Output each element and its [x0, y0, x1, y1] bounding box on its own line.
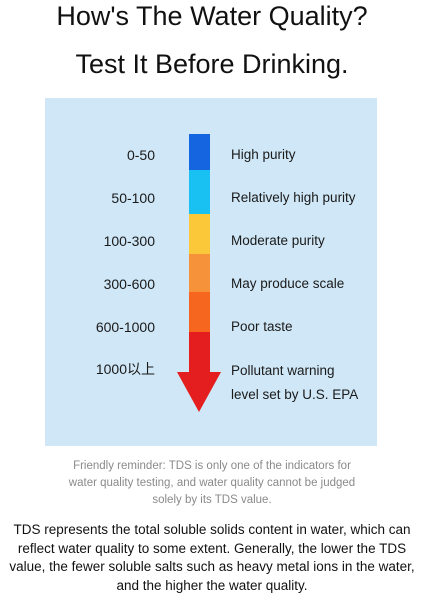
purity-label: Pollutant warning — [231, 363, 335, 378]
reminder-line: Friendly reminder: TDS is only one of th… — [73, 460, 351, 472]
reminder-line: water quality testing, and water quality… — [68, 477, 356, 489]
description-line: value, the fewer soluble salts such as h… — [9, 559, 415, 574]
scale-segment-0-50 — [189, 134, 210, 170]
scale-segment-1000-plus — [189, 332, 210, 374]
scale-segment-600-1000 — [189, 292, 210, 332]
purity-label: Moderate purity — [231, 233, 325, 248]
purity-label: High purity — [231, 147, 296, 162]
friendly-reminder: Friendly reminder: TDS is only one of th… — [0, 458, 424, 509]
description-line: and the higher the water quality. — [116, 577, 308, 593]
scale-segment-100-300 — [189, 214, 210, 254]
description-line: reflect water quality to some extent. Ge… — [17, 540, 407, 556]
range-label: 0-50 — [126, 147, 155, 163]
range-label: 600-1000 — [95, 319, 155, 335]
range-label: 1000以上 — [95, 361, 155, 377]
scale-segment-300-600 — [189, 254, 210, 292]
down-arrow-icon — [177, 372, 221, 412]
title-line-1: How's The Water Quality? — [56, 1, 368, 31]
purity-label: Poor taste — [231, 319, 293, 334]
range-label: 300-600 — [103, 276, 155, 292]
scale-segment-50-100 — [189, 170, 210, 214]
purity-label: Relatively high purity — [231, 190, 356, 205]
tds-scale-panel: 0-50 50-100 100-300 300-600 600-1000 100… — [45, 98, 377, 446]
range-label: 50-100 — [111, 190, 155, 206]
purity-label-continued: level set by U.S. EPA — [231, 387, 359, 402]
description-line: TDS represents the total soluble solids … — [13, 522, 411, 537]
title-line-2: Test It Before Drinking. — [75, 49, 349, 79]
range-label: 100-300 — [103, 233, 155, 249]
reminder-line: solely by its TDS value. — [152, 494, 272, 506]
tds-description: TDS represents the total soluble solids … — [0, 521, 424, 595]
purity-label: May produce scale — [231, 276, 345, 291]
